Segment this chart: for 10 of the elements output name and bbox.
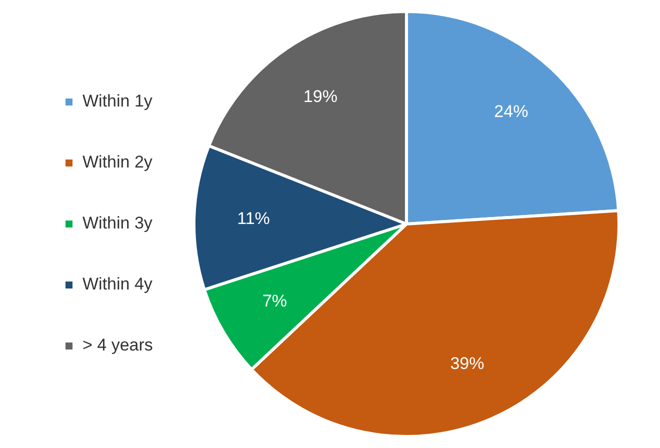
- legend-label: Within 2y: [82, 152, 153, 172]
- legend-label: Within 3y: [82, 214, 153, 233]
- legend-label: Within 1y: [82, 92, 153, 111]
- data-label: 24%: [494, 102, 528, 122]
- data-label: 7%: [262, 292, 288, 311]
- data-label: 39%: [450, 354, 484, 374]
- legend-label: Within 4y: [82, 274, 153, 294]
- legend-label: > 4 years: [82, 336, 153, 355]
- data-label: 11%: [237, 208, 270, 228]
- data-label: 19%: [303, 87, 338, 106]
